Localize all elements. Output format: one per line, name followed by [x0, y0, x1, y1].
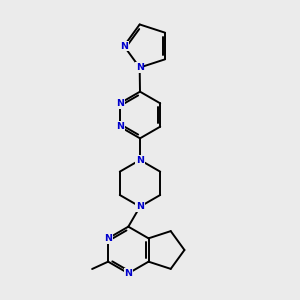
- Text: N: N: [124, 269, 132, 278]
- Text: N: N: [136, 63, 144, 72]
- Text: N: N: [120, 41, 128, 50]
- Text: N: N: [136, 202, 144, 211]
- Text: N: N: [116, 99, 124, 108]
- Text: N: N: [136, 155, 144, 164]
- Text: N: N: [116, 122, 124, 131]
- Text: N: N: [104, 234, 112, 243]
